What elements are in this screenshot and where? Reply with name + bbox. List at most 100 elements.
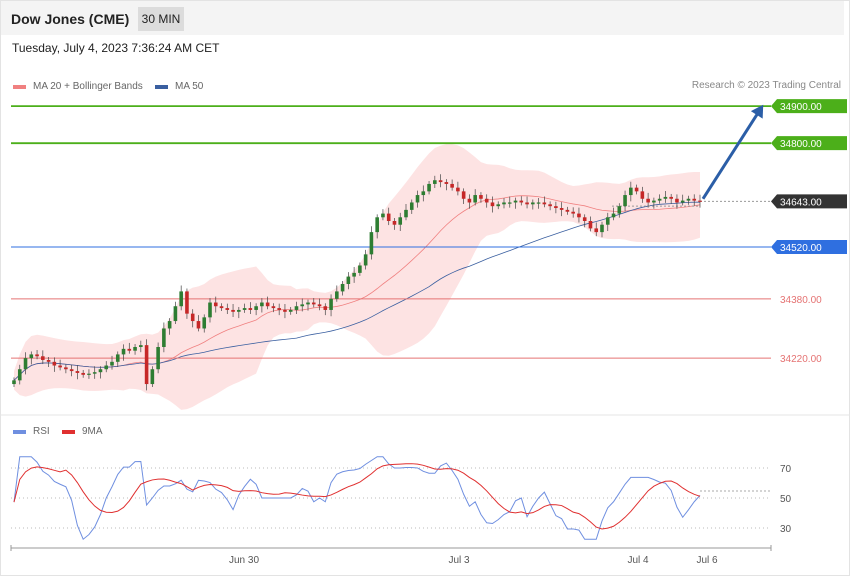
level-label-34900: 34900.00 — [780, 102, 822, 113]
candle-body — [17, 369, 22, 381]
candle-body — [300, 304, 305, 307]
chart-header: Dow Jones (CME) 30 MIN — [1, 1, 844, 35]
candle-body — [41, 356, 45, 360]
level-tag-34900 — [771, 99, 847, 114]
level-tag-34800 — [771, 136, 847, 151]
bollinger-band-area — [14, 144, 700, 410]
candle-body — [467, 198, 472, 203]
level-label-34220: 34220.00 — [780, 354, 822, 365]
level-tag-34520 — [771, 239, 847, 254]
rsi-ma-legend-swatch — [62, 430, 75, 434]
rsi-scale-label-30: 30 — [780, 524, 792, 535]
candle-body — [519, 200, 524, 203]
level-label-34380: 34380.00 — [780, 295, 822, 306]
candle-body — [237, 309, 241, 312]
candle-body — [254, 306, 258, 310]
candle-body — [456, 187, 460, 192]
candle-body — [115, 354, 120, 362]
candle-body — [409, 202, 414, 210]
candle-body — [415, 195, 420, 203]
candle-body — [675, 198, 679, 203]
candle-body — [461, 191, 466, 199]
candle-body — [663, 196, 668, 199]
candle-body — [98, 369, 103, 373]
candle-body — [438, 180, 443, 183]
candle-body — [196, 321, 201, 329]
candle-body — [202, 317, 207, 329]
candle-body — [571, 211, 575, 214]
candle-body — [162, 328, 166, 347]
rsi-ma-legend-label: 9MA — [82, 426, 103, 437]
ma20-legend-swatch — [13, 85, 26, 89]
candle-body — [473, 195, 477, 203]
level-label-34800: 34800.00 — [780, 139, 822, 150]
candle-body — [64, 367, 68, 370]
candle-body — [306, 302, 310, 305]
candle-body — [450, 183, 454, 188]
candle-body — [150, 369, 155, 385]
candle-body — [680, 200, 685, 203]
candle-body — [369, 232, 374, 255]
candle-body — [496, 204, 501, 207]
candle-body — [185, 291, 189, 314]
candle-body — [75, 371, 80, 373]
ma50-legend-label: MA 50 — [175, 81, 204, 92]
candle-body — [260, 302, 264, 307]
candle-body — [559, 208, 564, 210]
ma20-legend-label: MA 20 + Bollinger Bands — [33, 81, 143, 92]
candle-body — [507, 202, 512, 204]
candle-body — [594, 228, 599, 233]
level-tag-34643 — [771, 194, 847, 209]
candle-body — [398, 217, 403, 225]
candle-body — [329, 298, 333, 310]
candle-body — [375, 217, 379, 233]
candle-body — [208, 302, 212, 318]
candle-body — [479, 195, 483, 199]
candle-body — [542, 202, 547, 205]
candle-body — [219, 306, 224, 309]
timestamp-line: Tuesday, July 4, 2023 7:36:24 AM CET — [12, 41, 220, 55]
candle-body — [617, 206, 622, 214]
candle-body — [484, 198, 489, 203]
candle-body — [554, 206, 558, 209]
candle-body — [536, 202, 541, 204]
ma50-legend-swatch — [155, 85, 168, 89]
candle-body — [29, 354, 34, 359]
candle-body — [121, 348, 126, 355]
candle-body — [444, 182, 449, 184]
candle-body — [698, 200, 702, 202]
target-arrow-shaft — [701, 109, 762, 200]
rsi-line — [13, 456, 701, 541]
rsi-ma-line — [13, 463, 701, 530]
level-label-34520: 34520.00 — [780, 243, 822, 254]
candle-body — [23, 358, 28, 370]
candle-body — [133, 347, 137, 351]
candle-body — [46, 359, 51, 362]
candle-body — [127, 348, 132, 351]
level-label-34643: 34643.00 — [780, 197, 822, 208]
candle-body — [577, 213, 581, 218]
candle-body — [657, 198, 662, 201]
candle-body — [35, 354, 39, 357]
candle-body — [634, 187, 639, 192]
candle-body — [190, 313, 195, 322]
candle-body — [646, 198, 650, 203]
rsi-scale-label-50: 50 — [780, 494, 792, 505]
candle-body — [686, 198, 691, 201]
candle-body — [629, 187, 633, 196]
x-label-2: Jul 4 — [627, 555, 649, 566]
candle-body — [381, 213, 385, 218]
candle-body — [565, 209, 570, 212]
timeframe-button[interactable]: 30 MIN — [138, 7, 184, 31]
target-arrow-head — [750, 104, 764, 119]
rsi-legend-label: RSI — [33, 426, 50, 437]
candle-body — [335, 291, 339, 299]
candle-body — [12, 380, 16, 385]
candle-body — [81, 372, 85, 375]
candle-body — [669, 196, 673, 199]
candle-body — [531, 202, 535, 205]
candle-body — [513, 200, 518, 203]
candle-body — [271, 306, 276, 309]
candle-body — [288, 309, 293, 312]
